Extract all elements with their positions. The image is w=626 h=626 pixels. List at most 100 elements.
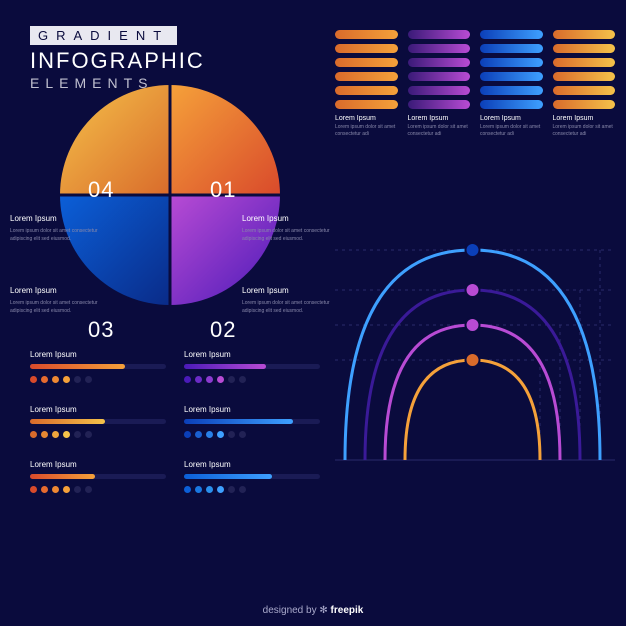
progress-dot — [206, 376, 213, 383]
progress-bar-dots — [184, 376, 320, 383]
progress-dot — [206, 431, 213, 438]
progress-dot — [52, 376, 59, 383]
progress-dot — [184, 376, 191, 383]
arc-node — [466, 318, 480, 332]
pill — [553, 86, 616, 95]
progress-dot — [63, 376, 70, 383]
pill-strip-body: Lorem ipsum dolor sit amet consectetur a… — [553, 124, 616, 138]
progress-bar-row: Lorem Ipsum Lorem Ipsum — [30, 405, 320, 438]
progress-bar-row: Lorem Ipsum Lorem Ipsum — [30, 350, 320, 383]
progress-dot — [52, 486, 59, 493]
title-line-1: GRADIENT — [30, 26, 177, 45]
progress-bar-item: Lorem Ipsum — [30, 350, 166, 383]
pie-quadrant-body: Lorem ipsum dolor sit amet consectetur a… — [242, 300, 330, 315]
pill — [553, 44, 616, 53]
pie-quadrant-number: 04 — [88, 177, 114, 203]
pie-quadrant-title: Lorem Ipsum — [242, 285, 330, 297]
pie-quadrant-number: 03 — [88, 317, 114, 343]
progress-bar-fill — [30, 419, 105, 424]
pie-quadrant-info: Lorem IpsumLorem ipsum dolor sit amet co… — [10, 285, 98, 315]
pill — [553, 72, 616, 81]
pill-strip-label: Lorem Ipsum — [553, 115, 616, 122]
pill-strip-column: Lorem IpsumLorem ipsum dolor sit amet co… — [480, 30, 543, 138]
progress-dot — [217, 431, 224, 438]
pie-chart: 01Lorem IpsumLorem ipsum dolor sit amet … — [60, 85, 280, 305]
pie-slice — [60, 85, 170, 195]
progress-dot — [74, 486, 81, 493]
progress-dot — [52, 431, 59, 438]
progress-dot — [239, 486, 246, 493]
progress-dot — [41, 376, 48, 383]
footer-brand: freepik — [331, 605, 364, 616]
arc-node — [466, 353, 480, 367]
progress-dot — [195, 486, 202, 493]
pill — [335, 72, 398, 81]
progress-dot — [41, 431, 48, 438]
pill — [480, 58, 543, 67]
progress-bar-dots — [30, 376, 166, 383]
progress-bar-row: Lorem Ipsum Lorem Ipsum — [30, 460, 320, 493]
progress-dot — [85, 486, 92, 493]
progress-bar-track — [30, 364, 166, 369]
pill — [408, 30, 471, 39]
pill-strip-body: Lorem ipsum dolor sit amet consectetur a… — [408, 124, 471, 138]
arc-line — [385, 325, 560, 460]
progress-bar-dots — [184, 486, 320, 493]
progress-dot — [74, 431, 81, 438]
pie-quadrant-body: Lorem ipsum dolor sit amet consectetur a… — [10, 300, 98, 315]
progress-bar-item: Lorem Ipsum — [184, 350, 320, 383]
pill — [480, 86, 543, 95]
pill-strip-body: Lorem ipsum dolor sit amet consectetur a… — [335, 124, 398, 138]
progress-bar-track — [184, 474, 320, 479]
pill-strip-column: Lorem Ipsum Lorem ipsum dolor sit amet co… — [553, 30, 616, 138]
progress-dot — [63, 431, 70, 438]
progress-bar-dots — [30, 486, 166, 493]
progress-bar-item: Lorem Ipsum — [30, 405, 166, 438]
arc-line — [405, 360, 540, 460]
title-block: GRADIENT INFOGRAPHIC ELEMENTS — [30, 26, 205, 91]
progress-bar-track — [30, 474, 166, 479]
progress-bar-track — [184, 419, 320, 424]
title-line-2: INFOGRAPHIC — [30, 48, 205, 74]
pill — [553, 30, 616, 39]
progress-dot — [30, 431, 37, 438]
progress-dot — [239, 376, 246, 383]
progress-bar-dots — [184, 431, 320, 438]
pill — [335, 44, 398, 53]
progress-dot — [195, 431, 202, 438]
progress-bar-label: Lorem Ipsum — [30, 460, 166, 469]
pie-quadrant-body: Lorem ipsum dolor sit amet consectetur a… — [10, 228, 98, 243]
progress-bar-track — [30, 419, 166, 424]
pie-quadrant-number: 01 — [210, 177, 236, 203]
progress-dot — [85, 376, 92, 383]
progress-bar-dots — [30, 431, 166, 438]
pill — [480, 72, 543, 81]
pill — [480, 30, 543, 39]
progress-dot — [30, 486, 37, 493]
progress-bar-label: Lorem Ipsum — [184, 405, 320, 414]
footer-credit: designed by ✻ freepik — [0, 605, 626, 616]
progress-dot — [184, 486, 191, 493]
pill — [553, 58, 616, 67]
progress-bars: Lorem IpsumLorem IpsumLorem IpsumLorem I… — [30, 350, 320, 515]
progress-dot — [239, 431, 246, 438]
pill — [480, 100, 543, 109]
pill-strip-column: Lorem IpsumLorem ipsum dolor sit amet co… — [335, 30, 398, 138]
progress-dot — [228, 486, 235, 493]
arc-node — [466, 243, 480, 257]
pill — [553, 100, 616, 109]
pill — [408, 58, 471, 67]
pill — [408, 72, 471, 81]
progress-dot — [30, 376, 37, 383]
progress-bar-track — [184, 364, 320, 369]
pie-quadrant-info: Lorem Ipsum Lorem ipsum dolor sit amet co… — [242, 285, 330, 315]
progress-bar-fill — [184, 419, 293, 424]
freepik-logo-icon: ✻ — [319, 605, 327, 616]
progress-bar-item: Lorem Ipsum — [184, 460, 320, 493]
progress-bar-label: Lorem Ipsum — [30, 405, 166, 414]
progress-dot — [217, 376, 224, 383]
arc-chart — [335, 200, 615, 480]
progress-bar-fill — [184, 474, 272, 479]
progress-bar-label: Lorem Ipsum — [184, 460, 320, 469]
progress-bar-fill — [30, 474, 95, 479]
